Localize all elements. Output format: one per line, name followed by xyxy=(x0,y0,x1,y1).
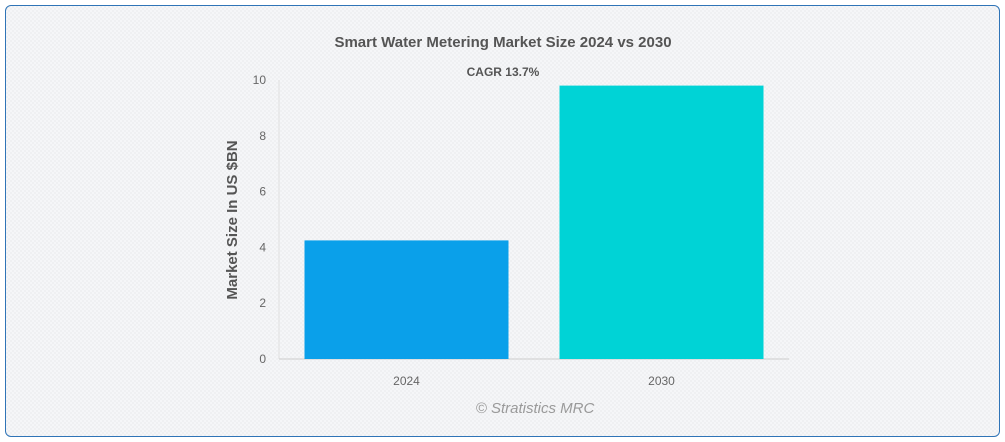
y-tick-label: 8 xyxy=(259,129,266,143)
x-tick-label: 2030 xyxy=(648,374,675,388)
y-tick-label: 0 xyxy=(259,352,266,366)
x-tick-label: 2024 xyxy=(393,374,420,388)
chart-marks: 0 2 4 6 8 10 2024 2030 xyxy=(253,73,764,388)
y-axis-label: Market Size In US $BN xyxy=(224,140,241,299)
y-tick-label: 10 xyxy=(253,73,267,87)
cagr-annotation: CAGR 13.7% xyxy=(467,65,540,79)
bar-2024[interactable] xyxy=(304,240,509,359)
y-tick-label: 4 xyxy=(259,240,266,254)
y-tick-label: 2 xyxy=(259,296,266,310)
chart-title: Smart Water Metering Market Size 2024 vs… xyxy=(334,34,671,51)
chart-frame xyxy=(5,5,1000,437)
y-tick-label: 6 xyxy=(259,185,266,199)
bar-2030[interactable] xyxy=(559,85,764,359)
source-credit: © Stratistics MRC xyxy=(476,400,595,417)
